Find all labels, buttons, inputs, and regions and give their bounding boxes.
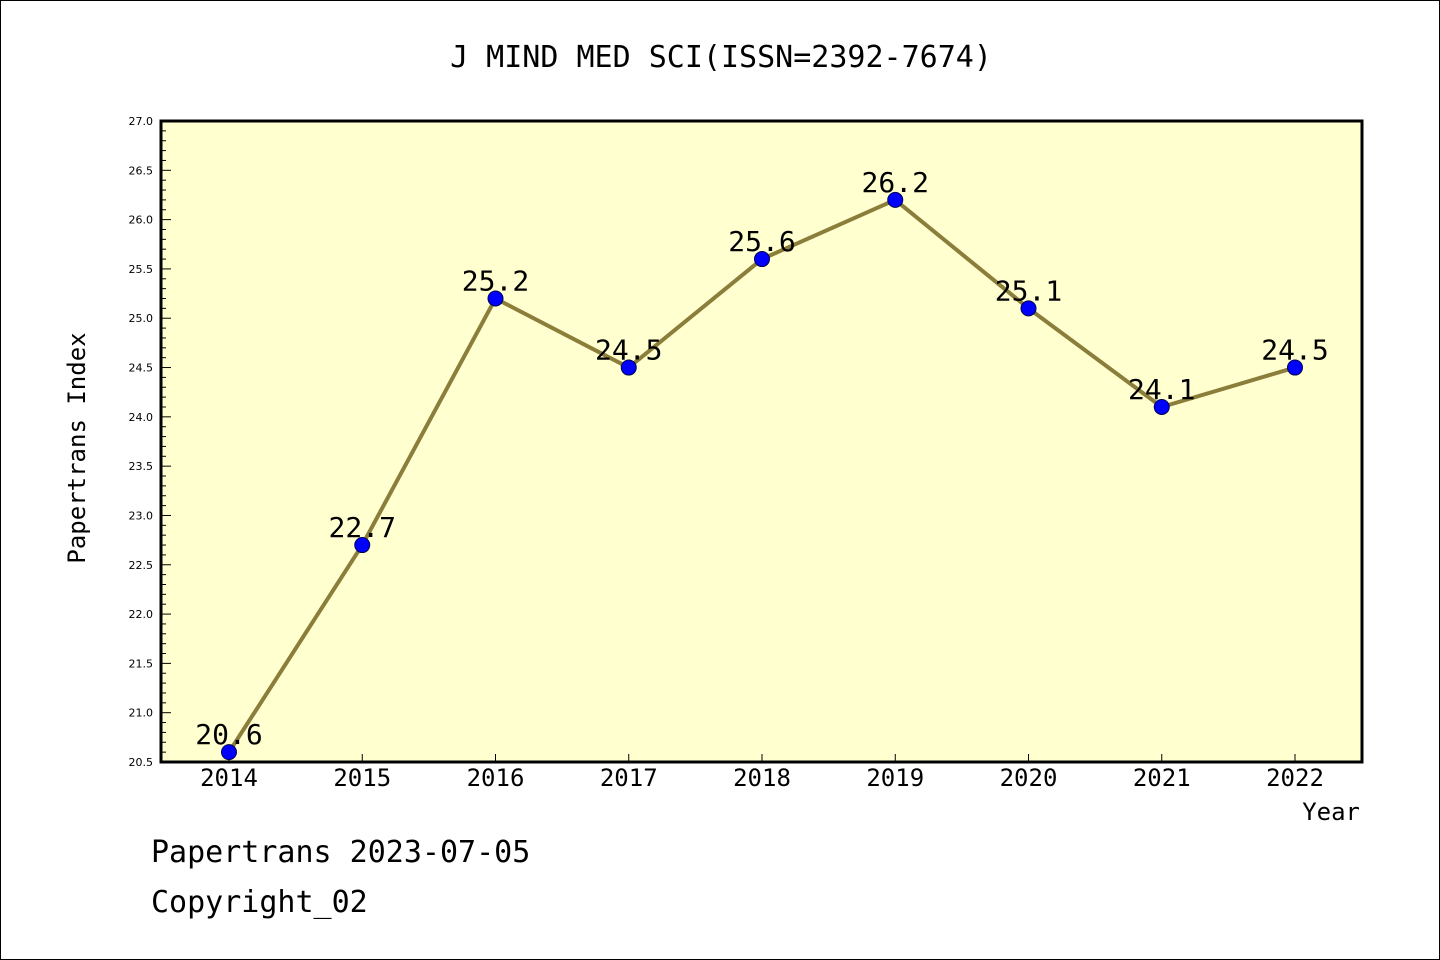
- x-tick-label: 2016: [467, 764, 525, 792]
- y-axis-label: Papertrans Index: [63, 332, 91, 563]
- data-label: 26.2: [862, 166, 929, 199]
- x-tick-label: 2018: [733, 764, 791, 792]
- data-point: [221, 744, 237, 761]
- data-point: [887, 191, 904, 208]
- data-point: [354, 537, 371, 554]
- y-tick-label: 27.0: [129, 115, 154, 128]
- y-tick-label: 21.5: [129, 657, 154, 670]
- data-label: 25.1: [995, 274, 1062, 307]
- x-tick-label: 2022: [1266, 764, 1324, 792]
- data-point: [487, 290, 504, 307]
- data-point: [1153, 398, 1170, 415]
- data-point: [754, 251, 770, 268]
- x-axis: 2014 2015 2016 2017 2018 2019 2020 2021 2022: [200, 754, 1324, 792]
- y-tick-label: 26.0: [129, 214, 154, 227]
- y-tick-label: 23.0: [129, 509, 154, 522]
- data-label: 20.6: [195, 718, 262, 751]
- footer-copyright: Copyright_02: [151, 885, 368, 920]
- y-tick-label: 25.5: [129, 263, 154, 276]
- y-tick-label: 25.0: [129, 312, 154, 325]
- y-tick-label: 21.0: [129, 707, 154, 720]
- data-point: [1020, 300, 1037, 317]
- data-label: 24.5: [1261, 334, 1328, 367]
- x-tick-label: 2019: [866, 764, 924, 792]
- x-tick-label: 2017: [600, 764, 658, 792]
- x-tick-label: 2015: [333, 764, 391, 792]
- data-label: 22.7: [329, 511, 396, 544]
- chart-title: J MIND MED SCI(ISSN=2392-7674): [450, 40, 992, 75]
- plot-area: [159, 119, 1364, 764]
- y-tick-label: 26.5: [129, 164, 154, 177]
- data-label: 24.5: [595, 334, 662, 367]
- x-tick-label: 2014: [200, 764, 258, 792]
- y-tick-label: 24.5: [129, 362, 154, 375]
- y-axis: 20.5 21.0 21.5 22.0 22.5 23.0 23.5 24.0 24.5 25.0…: [129, 115, 171, 769]
- footer-date: Papertrans 2023-07-05: [151, 835, 531, 870]
- x-tick-label: 2020: [1000, 764, 1058, 792]
- x-tick-label: 2021: [1133, 764, 1191, 792]
- y-tick-label: 22.5: [129, 559, 154, 572]
- data-point: [620, 359, 637, 376]
- data-label: 24.1: [1128, 373, 1195, 406]
- x-axis-label: Year: [1302, 798, 1360, 826]
- data-label: 25.2: [462, 265, 529, 298]
- data-label: 25.6: [728, 225, 795, 258]
- data-point: [1287, 359, 1303, 376]
- y-tick-label: 22.0: [129, 608, 154, 621]
- y-tick-label: 24.0: [129, 411, 154, 424]
- y-tick-label: 23.5: [129, 460, 154, 473]
- series-group: 20.6 22.7 25.2 24.5 25.6 26.2 25.1 24.1 24.5: [195, 166, 1329, 761]
- y-tick-label: 20.5: [129, 756, 154, 769]
